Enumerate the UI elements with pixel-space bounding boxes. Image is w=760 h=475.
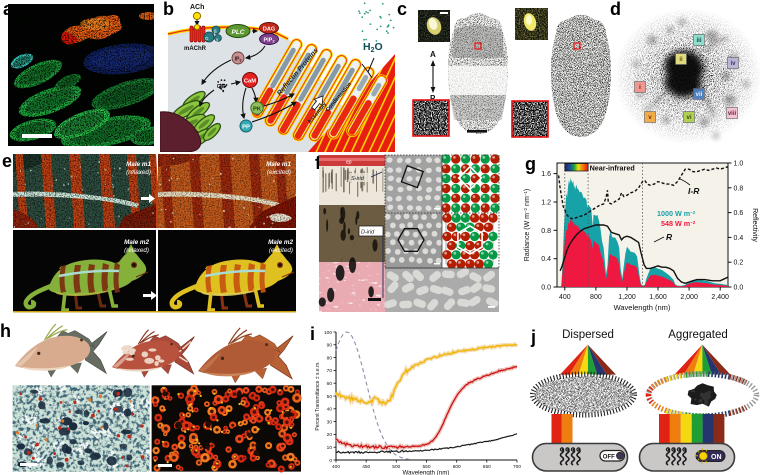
svg-text:0.0: 0.0 [541,285,551,292]
svg-text:30: 30 [327,419,333,425]
svg-text:(relaxed): (relaxed) [126,169,151,176]
svg-text:0.8: 0.8 [734,185,744,192]
svg-text:0: 0 [329,458,332,464]
svg-text:PK: PK [253,107,262,113]
svg-text:i: i [639,85,641,91]
svg-text:PP: PP [242,125,250,131]
svg-text:80: 80 [327,355,333,361]
svg-text:548 W m–2: 548 W m–2 [661,219,696,228]
svg-text:I-R: I-R [688,186,700,196]
svg-text:0.4: 0.4 [734,235,744,242]
svg-text:PIP2: PIP2 [263,38,275,44]
svg-text:ii: ii [679,57,683,63]
svg-text:P: P [430,94,436,103]
svg-text:0.0: 0.0 [734,285,744,292]
svg-text:Male m2: Male m2 [124,239,149,246]
svg-text:β: β [214,29,217,34]
svg-text:γ: γ [216,37,219,42]
svg-text:viii: viii [728,111,737,117]
svg-text:2,000: 2,000 [680,294,698,301]
svg-text:G: G [205,36,209,41]
svg-text:1.0: 1.0 [734,161,744,168]
svg-text:10: 10 [327,445,333,451]
svg-text:Wavelength (nm): Wavelength (nm) [403,470,450,475]
svg-text:vi: vi [686,115,691,121]
svg-text:(relaxed): (relaxed) [124,247,149,254]
svg-text:1000 W m–2: 1000 W m–2 [657,209,696,218]
svg-text:Male m1: Male m1 [266,161,291,168]
svg-text:Male m2: Male m2 [268,239,293,246]
svg-text:70: 70 [327,368,333,374]
svg-text:90: 90 [327,343,333,349]
svg-text:1.2: 1.2 [541,200,551,207]
svg-text:CaM: CaM [244,79,256,85]
svg-text:1.6: 1.6 [541,171,551,178]
svg-text:H2O: H2O [363,41,383,54]
svg-text:OFF: OFF [603,454,615,460]
svg-text:2,400: 2,400 [711,294,729,301]
svg-text:50: 50 [327,394,333,400]
svg-text:D-irid: D-irid [361,230,375,236]
svg-text:v: v [648,115,652,121]
svg-text:PLC: PLC [232,29,245,36]
svg-text:400: 400 [332,464,340,470]
svg-text:100: 100 [324,330,332,336]
svg-text:ACh: ACh [190,4,204,11]
svg-text:Aggregated: Aggregated [668,329,727,341]
svg-text:R: R [666,232,673,242]
svg-text:iv: iv [730,61,736,67]
svg-text:0.6: 0.6 [734,210,744,217]
svg-text:IP3: IP3 [235,57,242,63]
svg-text:500: 500 [392,464,400,470]
svg-text:1,600: 1,600 [649,294,667,301]
svg-text:DAG: DAG [263,27,275,33]
svg-text:0.8: 0.8 [541,228,551,235]
svg-text:400: 400 [559,294,571,301]
svg-text:Percent Transmittance ± s.e.m.: Percent Transmittance ± s.e.m. [315,361,321,430]
svg-text:Reflectivity: Reflectivity [751,208,758,242]
svg-text:(excited): (excited) [269,247,293,254]
svg-text:60: 60 [327,381,333,387]
svg-text:ON: ON [711,454,722,461]
svg-text:0.4: 0.4 [541,256,551,263]
svg-text:20: 20 [327,432,333,438]
svg-text:600: 600 [453,464,461,470]
svg-text:vii: vii [696,92,703,98]
svg-text:1,200: 1,200 [618,294,636,301]
svg-text:650: 650 [483,464,491,470]
svg-text:Dispersed: Dispersed [562,329,614,341]
svg-text:40: 40 [327,407,333,413]
svg-text:800: 800 [590,294,602,301]
svg-text:450: 450 [362,464,370,470]
svg-text:A: A [430,50,436,59]
svg-text:ep: ep [346,160,352,166]
svg-text:Radiance (W m–2 nm–1): Radiance (W m–2 nm–1) [523,189,531,262]
svg-text:mAChR: mAChR [184,46,207,52]
svg-text:Male m1: Male m1 [126,161,151,168]
svg-text:Ca2+: Ca2+ [217,83,228,90]
svg-text:0.2: 0.2 [734,260,744,267]
svg-text:(excited): (excited) [267,169,291,176]
svg-text:550: 550 [422,464,430,470]
svg-text:Wavelength (nm): Wavelength (nm) [614,303,671,312]
svg-text:Near-infrared: Near-infrared [590,164,635,173]
svg-text:S-irid: S-irid [351,176,365,182]
svg-text:iii: iii [696,38,701,44]
svg-text:700: 700 [513,464,521,470]
